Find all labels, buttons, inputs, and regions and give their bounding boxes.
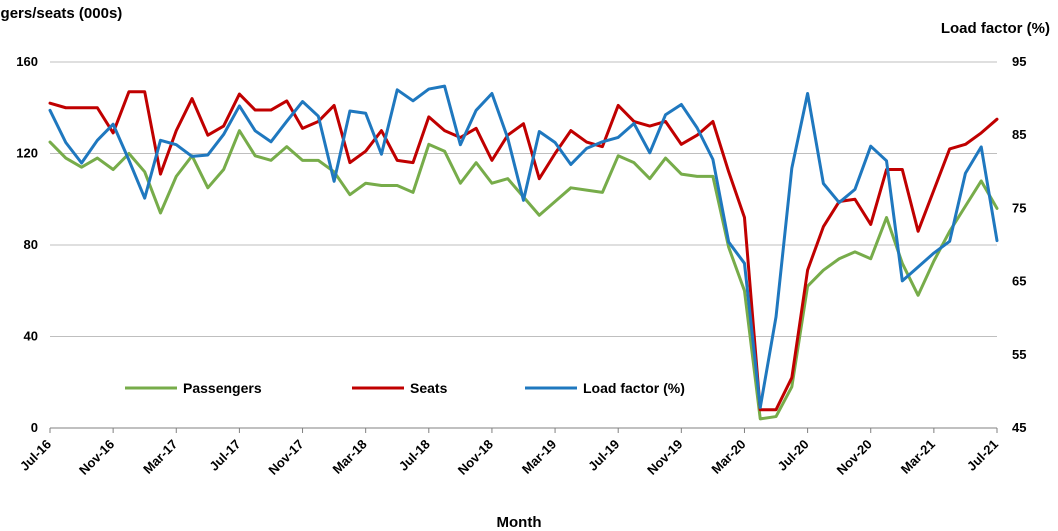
right-tick-label: 55: [1012, 347, 1026, 362]
left-axis-title: Passengers/seats (000s): [0, 5, 122, 22]
x-tick-label: Nov-20: [834, 437, 875, 478]
series-lines: [48, 84, 999, 421]
right-tick-label: 75: [1012, 200, 1026, 215]
x-tick-label: Nov-16: [76, 437, 117, 478]
x-tick-label: Mar-21: [898, 437, 938, 477]
x-tick-label: Nov-19: [644, 437, 685, 478]
legend-label-passengers: Passengers: [183, 380, 262, 396]
right-tick-label: 85: [1012, 127, 1026, 142]
x-tick-label: Jul-19: [585, 437, 622, 474]
x-tick-label: Mar-17: [140, 437, 180, 477]
left-tick-label: 40: [24, 329, 38, 344]
right-tick-label: 65: [1012, 274, 1026, 289]
x-tick-label: Jul-18: [396, 437, 433, 474]
axes: 0 40 80 120 160 45 55 65 75 85 95 Jul-16 Nov-16 Mar-1…: [16, 54, 1026, 478]
x-tick-label: Jul-16: [17, 437, 54, 474]
x-tick-label: Nov-17: [265, 437, 306, 478]
x-tick-label: Mar-19: [519, 437, 559, 477]
left-tick-label: 120: [16, 146, 38, 161]
x-tick-label: Mar-20: [708, 437, 748, 477]
x-tick-label: Mar-18: [330, 437, 370, 477]
left-tick-label: 0: [31, 420, 38, 435]
x-tick-label: Jul-17: [206, 437, 243, 474]
x-tick-label: Jul-20: [775, 437, 812, 474]
legend-label-load-factor: Load factor (%): [583, 380, 685, 396]
legend: Passengers Seats Load factor (%): [125, 380, 685, 396]
x-tick-label: Nov-18: [455, 437, 496, 478]
right-tick-label: 45: [1012, 420, 1026, 435]
x-tick-label: Jul-21: [964, 437, 1001, 474]
x-axis-title: Month: [497, 514, 542, 531]
left-tick-label: 80: [24, 237, 38, 252]
legend-label-seats: Seats: [410, 380, 448, 396]
passengers-line: [48, 129, 999, 421]
right-tick-label: 95: [1012, 54, 1026, 69]
right-axis-title: Load factor (%): [941, 20, 1050, 37]
load-factor-line: [48, 84, 999, 409]
left-tick-label: 160: [16, 54, 38, 69]
